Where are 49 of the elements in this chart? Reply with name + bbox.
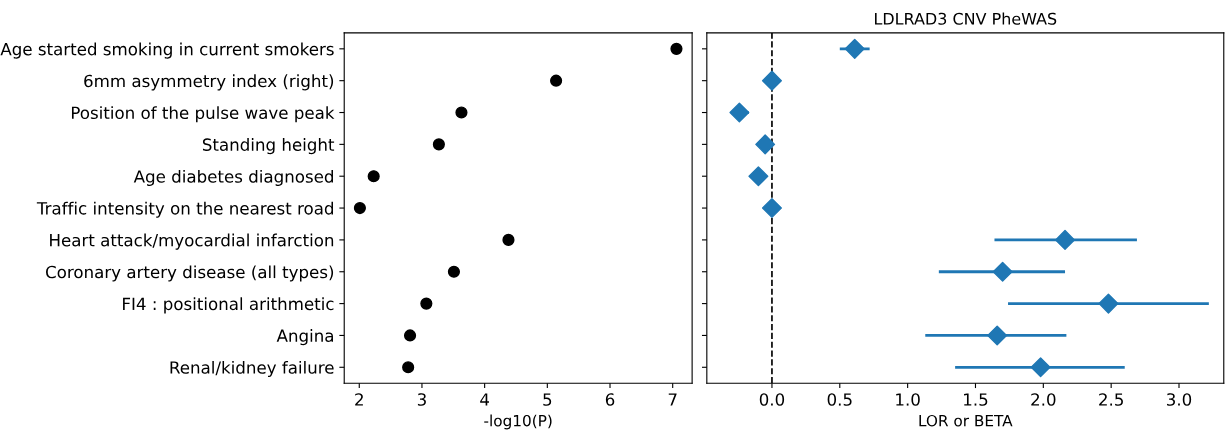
y-tick-label: Age started smoking in current smokers [0,42,334,59]
x-tick-label: 3.0 [1167,393,1192,406]
x-tick-label: 2.0 [1031,393,1056,406]
x-axis-title: LOR or BETA [919,414,1013,427]
x-tick-label: 7 [668,393,677,406]
point [550,74,563,87]
y-tick-label: Standing height [202,138,335,155]
point [1030,357,1051,378]
y-tick-label: Renal/kidney failure [170,360,334,378]
y-tick-label: Angina [276,329,333,346]
x-tick-label: 0.0 [759,393,785,406]
point [455,106,468,119]
x-tick-label: 0.5 [827,393,852,406]
x-tick-label: 5 [543,393,552,406]
x-tick-label: 3 [417,393,426,406]
chart-title: LDLRAD3 CNV PheWAS [875,12,1057,25]
point [353,201,366,215]
point [844,38,865,59]
point [432,138,445,151]
x-axis-title: -log10(P) [484,414,552,430]
point [402,361,415,374]
x-tick-label: 4 [480,393,490,406]
x-tick-label: 2 [355,393,363,406]
x-tick-label: 1.0 [896,393,920,406]
y-tick-label: Position of the pulse wave peak [71,106,335,123]
point [403,329,417,342]
x-tick-label: 1.5 [964,393,988,406]
point [420,297,433,310]
point [447,265,460,278]
point [1055,229,1076,250]
x-tick-label: 2.5 [1099,393,1123,406]
y-tick-label: FI4 : positional arithmetic [123,297,334,314]
y-tick-label: 6mm asymmetry index (right) [84,74,334,91]
point [367,170,380,183]
x-tick-label: 6 [605,393,615,406]
point [1098,293,1119,314]
y-tick-label: Age diabetes diagnosed [133,169,333,187]
point [761,70,782,91]
point [729,102,750,123]
y-tick-label: Traffic intensity on the nearest road [36,201,333,218]
point [670,42,683,55]
y-tick-label: Heart attack/myocardial infarction [50,233,334,250]
point [761,198,782,219]
y-tick-label: Coronary artery disease (all types) [45,265,334,282]
point [748,166,769,187]
point [992,261,1013,282]
point [755,134,776,155]
point [987,325,1008,346]
point [502,233,515,246]
